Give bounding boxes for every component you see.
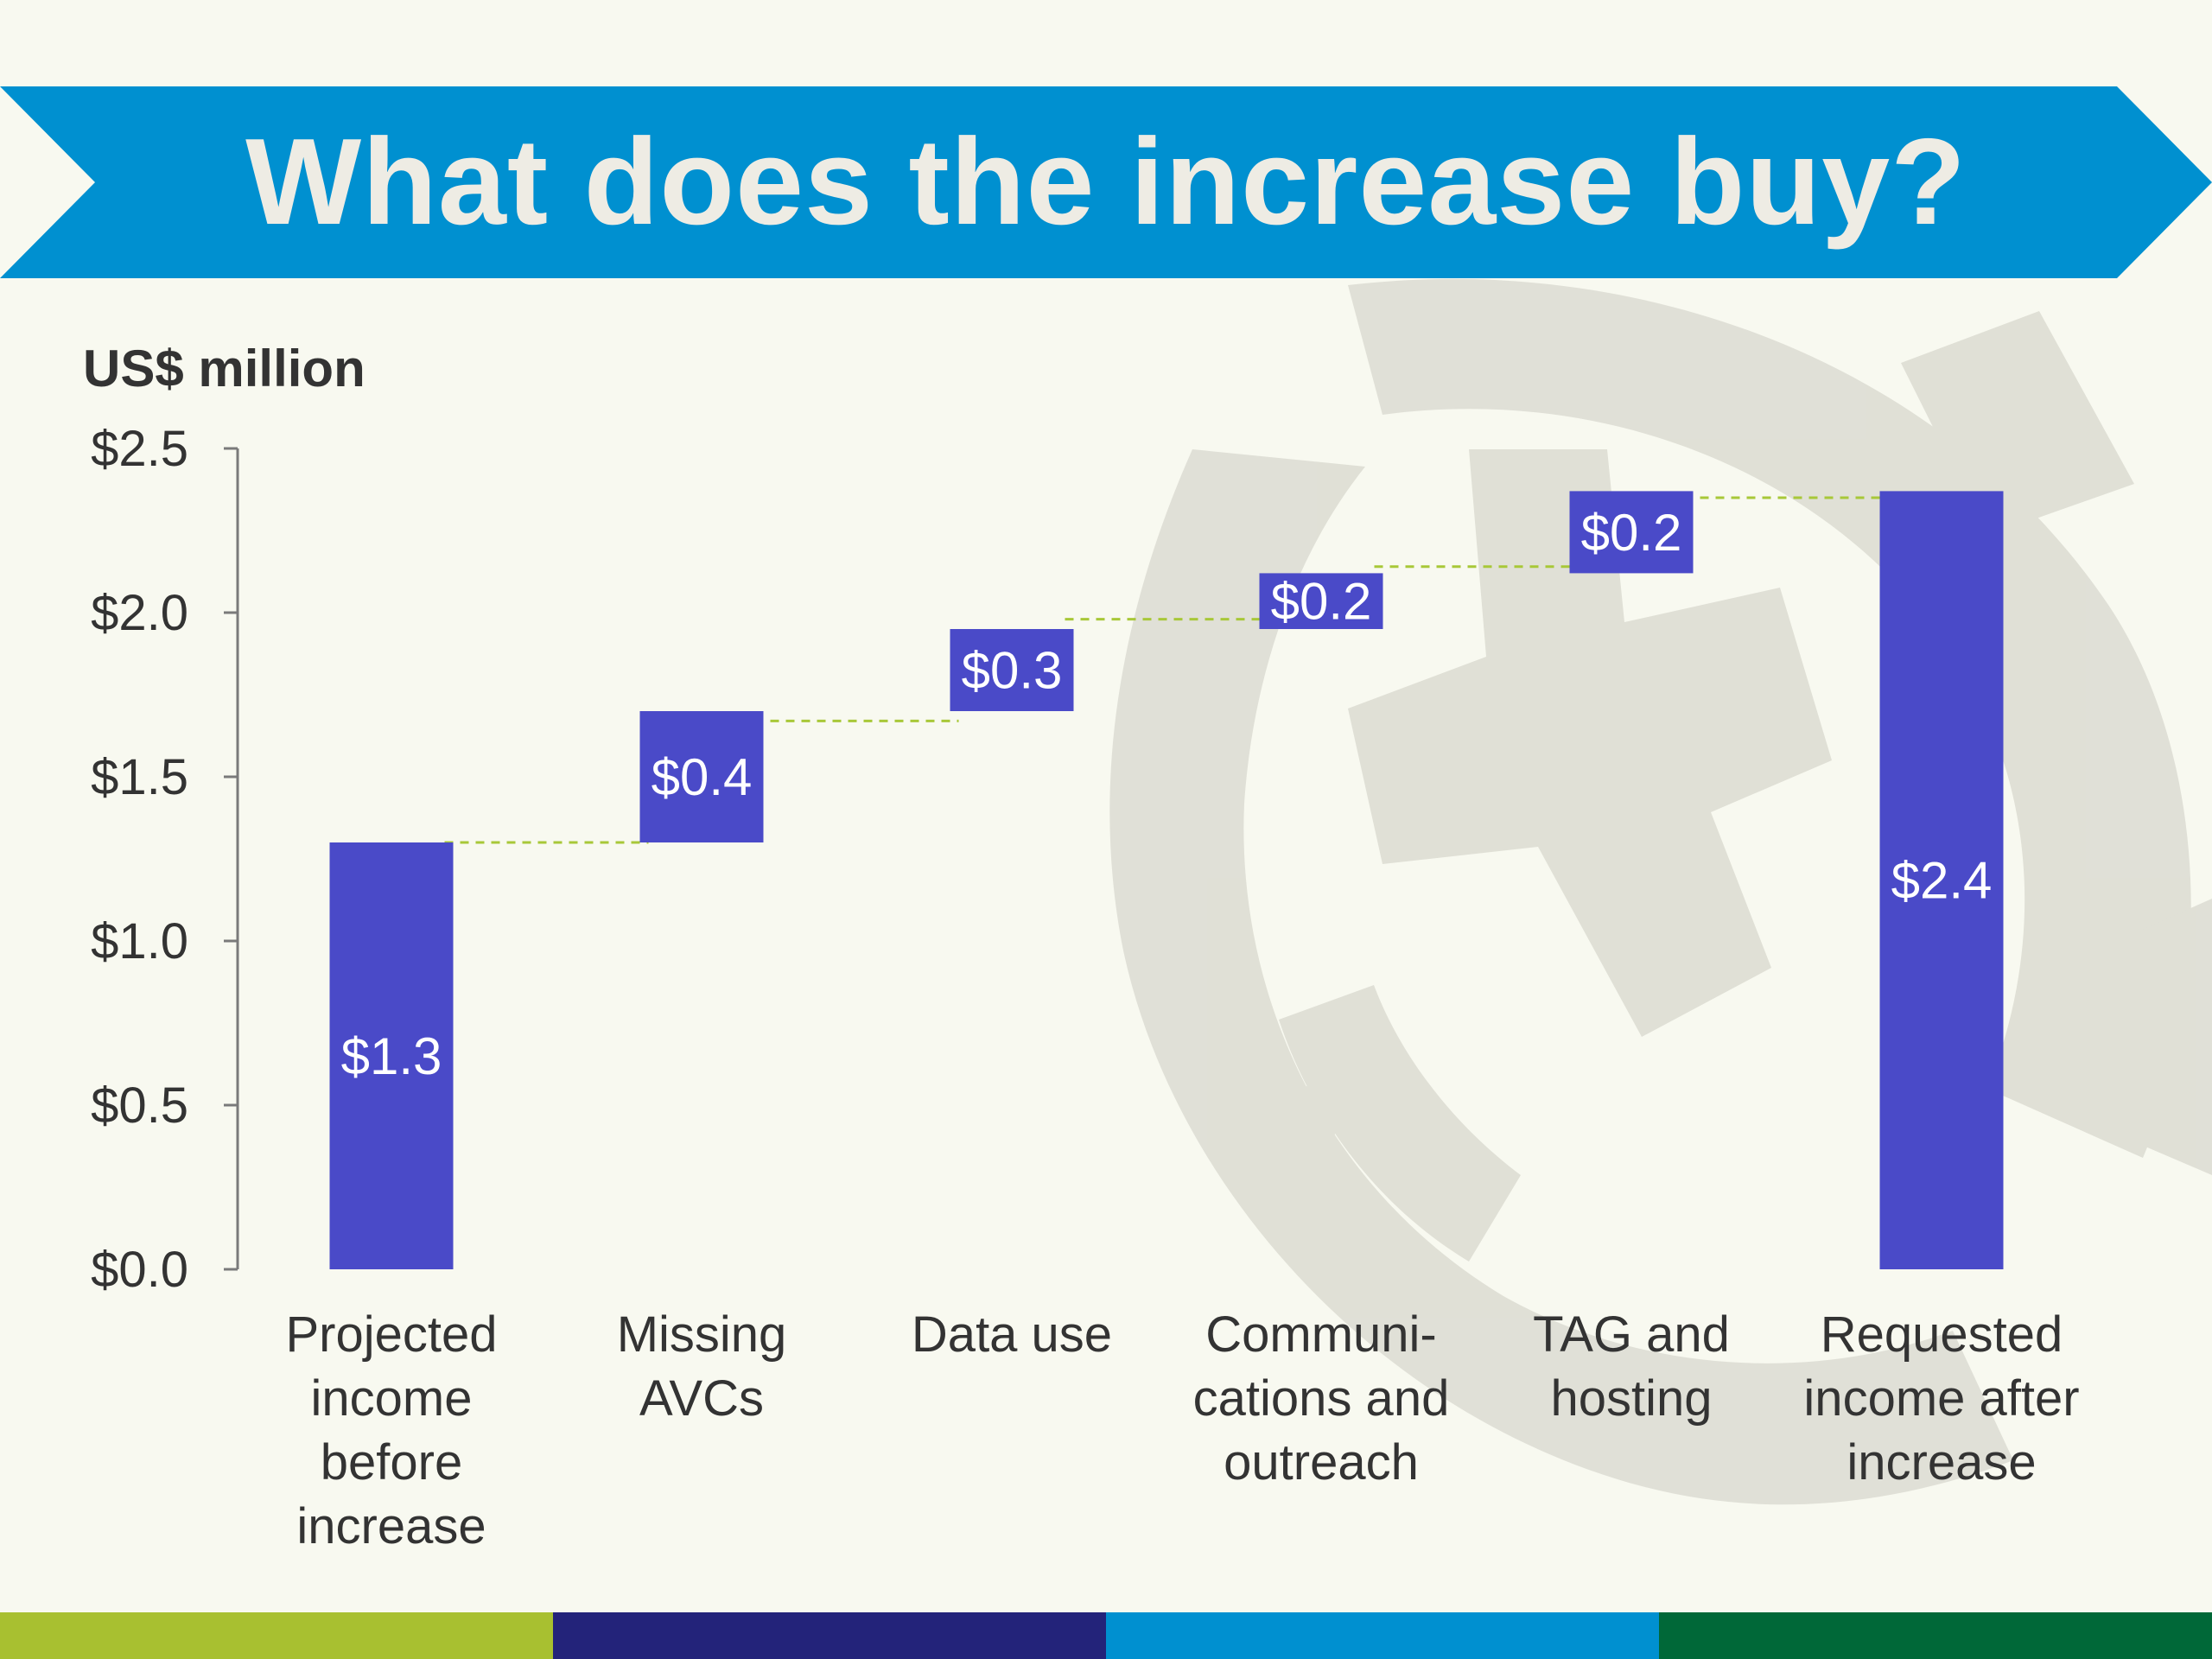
y-tick-label: $2.0 bbox=[91, 585, 188, 641]
category-label: Data use bbox=[848, 1303, 1176, 1367]
bar bbox=[1259, 573, 1383, 629]
y-axis-unit-label: US$ million bbox=[83, 340, 365, 397]
category-label-line: AVCs bbox=[639, 1370, 764, 1427]
category-label: Missing AVCs bbox=[537, 1303, 866, 1431]
bar-value-label: $0.2 bbox=[1581, 504, 1682, 562]
category-label-line: income bbox=[310, 1370, 473, 1427]
category-label-line: outreach bbox=[1224, 1434, 1419, 1491]
y-tick-label: $0.0 bbox=[91, 1242, 188, 1298]
category-label-line: Projected bbox=[285, 1306, 498, 1363]
bar bbox=[1879, 491, 2004, 1269]
title-banner bbox=[0, 86, 2212, 278]
y-tick-label: $1.5 bbox=[91, 749, 188, 805]
footer-stripe-green bbox=[0, 1612, 553, 1659]
category-label-line: income after bbox=[1803, 1370, 2080, 1427]
bar-value-label: $2.4 bbox=[1891, 852, 1993, 910]
category-label-line: increase bbox=[1847, 1434, 2037, 1491]
footer-stripe-navy bbox=[553, 1612, 1106, 1659]
bar-value-label: $0.4 bbox=[652, 748, 753, 806]
category-label-line: Requested bbox=[1820, 1306, 2063, 1363]
y-tick-label: $1.0 bbox=[91, 913, 188, 969]
category-label: Requested income after increase bbox=[1777, 1303, 2106, 1495]
category-label-line: TAG and bbox=[1533, 1306, 1730, 1363]
category-label-line: increase bbox=[296, 1498, 486, 1554]
bar bbox=[1569, 491, 1694, 574]
category-label-line: Missing bbox=[616, 1306, 787, 1363]
footer-stripe-darkgreen bbox=[1659, 1612, 2212, 1659]
category-label-line: Communi- bbox=[1205, 1306, 1437, 1363]
category-label: Projected income before increase bbox=[227, 1303, 556, 1559]
bar bbox=[950, 629, 1074, 711]
bar bbox=[639, 711, 764, 842]
y-tick-label: $0.5 bbox=[91, 1077, 188, 1134]
slide-title: What does the increase buy? bbox=[245, 113, 1967, 251]
category-label: TAG and hosting bbox=[1467, 1303, 1796, 1431]
bar bbox=[329, 842, 454, 1269]
y-tick-label: $2.5 bbox=[91, 421, 188, 477]
category-label-line: Data use bbox=[911, 1306, 1113, 1363]
category-label: Communi-cations and outreach bbox=[1157, 1303, 1485, 1495]
bar-value-label: $0.3 bbox=[962, 642, 1063, 700]
bar-value-label: $0.2 bbox=[1271, 573, 1372, 631]
footer-stripe-blue bbox=[1106, 1612, 1659, 1659]
category-label-line: before bbox=[320, 1434, 463, 1491]
bar-value-label: $1.3 bbox=[341, 1027, 442, 1085]
category-label-line: cations and bbox=[1192, 1370, 1450, 1427]
category-label-line: hosting bbox=[1550, 1370, 1713, 1427]
